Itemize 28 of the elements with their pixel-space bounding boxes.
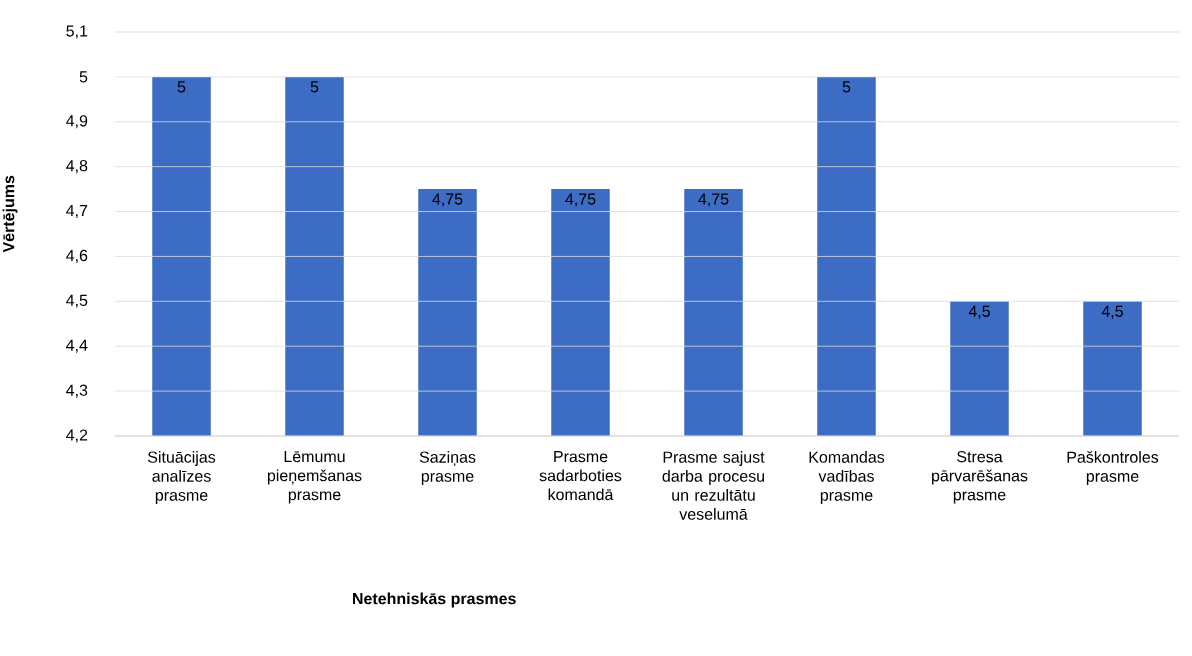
x-tick-label: Saziņas prasme	[419, 451, 476, 485]
y-tick-label: 4,4	[66, 339, 88, 353]
x-tick-label: Situācijas analīzes prasme	[147, 451, 216, 504]
x-tick-label: Paškontroles prasme	[1067, 451, 1159, 486]
x-axis-title: Netehniskās prasmes	[353, 592, 516, 608]
x-tick-label: Prasme sajust darba procesu un rezultātu veselumā	[662, 451, 765, 520]
y-tick-label: 4,5	[66, 294, 88, 308]
x-tick-label: Komandas vadības prasme	[809, 451, 885, 504]
data-label: 4,75	[432, 193, 463, 207]
x-tick-label: Stresa pārvarēšanas prasme	[932, 451, 1028, 504]
data-label: 4,75	[565, 193, 596, 207]
y-axis-title: Vērtējums	[2, 175, 18, 253]
data-label: 5	[310, 81, 319, 93]
data-label: 4,75	[698, 193, 729, 207]
y-tick-label: 4,7	[66, 205, 88, 219]
y-tick-label: 4,8	[66, 160, 88, 174]
y-tick-label: 5,1	[66, 25, 88, 39]
y-tick-label: 4,6	[66, 249, 88, 264]
data-label: 4,5	[1101, 305, 1123, 319]
data-label: 5	[842, 81, 851, 93]
y-tick-label: 4,3	[66, 384, 88, 398]
x-tick-label: Prasme sadarboties komandā	[539, 451, 622, 501]
y-tick-label: 5	[79, 71, 88, 83]
data-label: 5	[177, 81, 186, 93]
x-tick-label: Lēmumu pieņemšanas prasme	[267, 451, 362, 504]
y-tick-label: 4,9	[66, 115, 88, 129]
y-tick-label: 4,2	[66, 429, 88, 443]
data-label: 4,5	[968, 305, 990, 319]
